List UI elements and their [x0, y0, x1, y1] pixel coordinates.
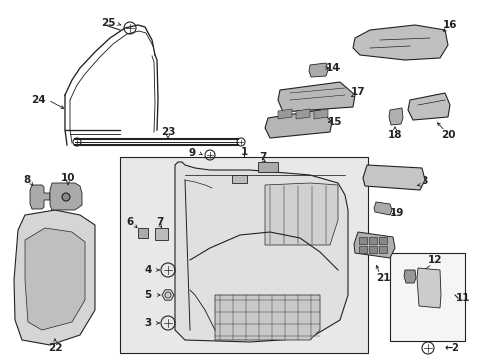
Text: 19: 19 [389, 208, 404, 218]
Polygon shape [155, 228, 168, 240]
Polygon shape [258, 162, 278, 172]
Polygon shape [353, 232, 394, 258]
Text: 24: 24 [31, 95, 45, 105]
Text: ←2: ←2 [444, 343, 459, 353]
Text: 23: 23 [161, 127, 175, 137]
Text: 12: 12 [427, 255, 441, 265]
Text: 3: 3 [144, 318, 151, 328]
Polygon shape [407, 93, 449, 120]
Polygon shape [175, 162, 347, 342]
Text: 6: 6 [126, 217, 133, 227]
Text: 7: 7 [259, 152, 266, 162]
Polygon shape [264, 183, 337, 245]
Text: 25: 25 [101, 18, 115, 28]
Polygon shape [295, 109, 309, 119]
Bar [358, 237, 366, 244]
Polygon shape [215, 295, 319, 340]
Polygon shape [362, 165, 424, 190]
Text: 8: 8 [23, 175, 31, 185]
Polygon shape [278, 109, 291, 119]
Text: 1: 1 [240, 147, 247, 157]
Polygon shape [388, 108, 402, 125]
Polygon shape [30, 185, 50, 209]
Text: 13: 13 [414, 176, 428, 186]
Bar [120, 157, 367, 353]
Bar [368, 246, 376, 253]
Bar [378, 237, 386, 244]
Polygon shape [231, 175, 246, 183]
Text: 14: 14 [325, 63, 340, 73]
Text: 22: 22 [48, 343, 62, 353]
Polygon shape [373, 202, 391, 215]
Bar [378, 246, 386, 253]
Polygon shape [162, 290, 174, 300]
Polygon shape [14, 210, 95, 345]
Polygon shape [50, 183, 82, 210]
Polygon shape [352, 25, 447, 60]
Text: 17: 17 [350, 87, 365, 97]
Polygon shape [264, 110, 331, 138]
Polygon shape [278, 82, 354, 112]
Polygon shape [138, 228, 148, 238]
Circle shape [62, 193, 70, 201]
Text: 18: 18 [387, 130, 402, 140]
Polygon shape [313, 109, 327, 119]
Text: 11: 11 [455, 293, 469, 303]
Text: 4: 4 [144, 265, 151, 275]
Polygon shape [25, 228, 85, 330]
Text: 9: 9 [188, 148, 195, 158]
Text: 5: 5 [144, 290, 151, 300]
Bar [368, 237, 376, 244]
Text: 16: 16 [442, 20, 456, 30]
Text: 10: 10 [61, 173, 75, 183]
Text: 21: 21 [375, 273, 389, 283]
Bar [389, 253, 464, 341]
Polygon shape [403, 270, 415, 283]
Bar [358, 246, 366, 253]
Text: 15: 15 [327, 117, 342, 127]
Text: 7: 7 [156, 217, 163, 227]
Text: 20: 20 [440, 130, 454, 140]
Polygon shape [308, 63, 327, 77]
Polygon shape [416, 268, 440, 308]
